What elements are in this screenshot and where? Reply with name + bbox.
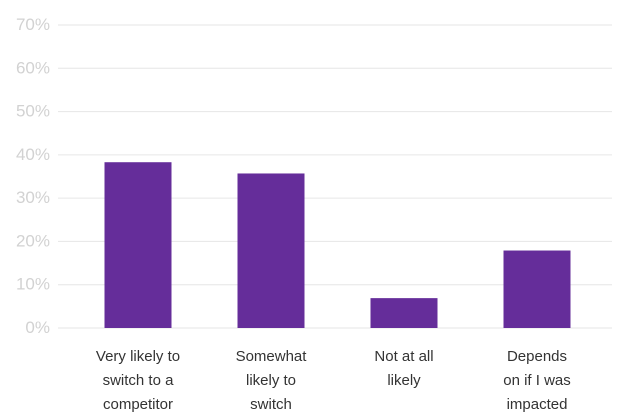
y-tick-label: 40% (16, 145, 50, 164)
y-tick-label: 0% (25, 318, 50, 337)
y-tick-label: 50% (16, 102, 50, 121)
bar (503, 250, 571, 328)
x-category-label: Somewhat likely to switch (236, 348, 308, 413)
y-tick-label: 60% (16, 58, 50, 77)
x-axis-category-labels: Very likely to switch to a competitor Somew… (96, 348, 571, 413)
y-tick-label: 70% (16, 15, 50, 34)
y-tick-label: 30% (16, 188, 50, 207)
x-category-label: Not at all likely (374, 348, 433, 389)
bar (237, 173, 305, 328)
x-category-label: Depends on if I was impacted (503, 348, 571, 413)
y-axis-tick-labels: 0% 10% 20% 30% 40% 50% 60% 70% (16, 15, 50, 337)
bars (104, 162, 571, 328)
y-tick-label: 20% (16, 231, 50, 250)
y-tick-label: 10% (16, 275, 50, 294)
bar (370, 298, 438, 328)
bar (104, 162, 172, 328)
x-category-label: Very likely to switch to a competitor (96, 348, 180, 413)
